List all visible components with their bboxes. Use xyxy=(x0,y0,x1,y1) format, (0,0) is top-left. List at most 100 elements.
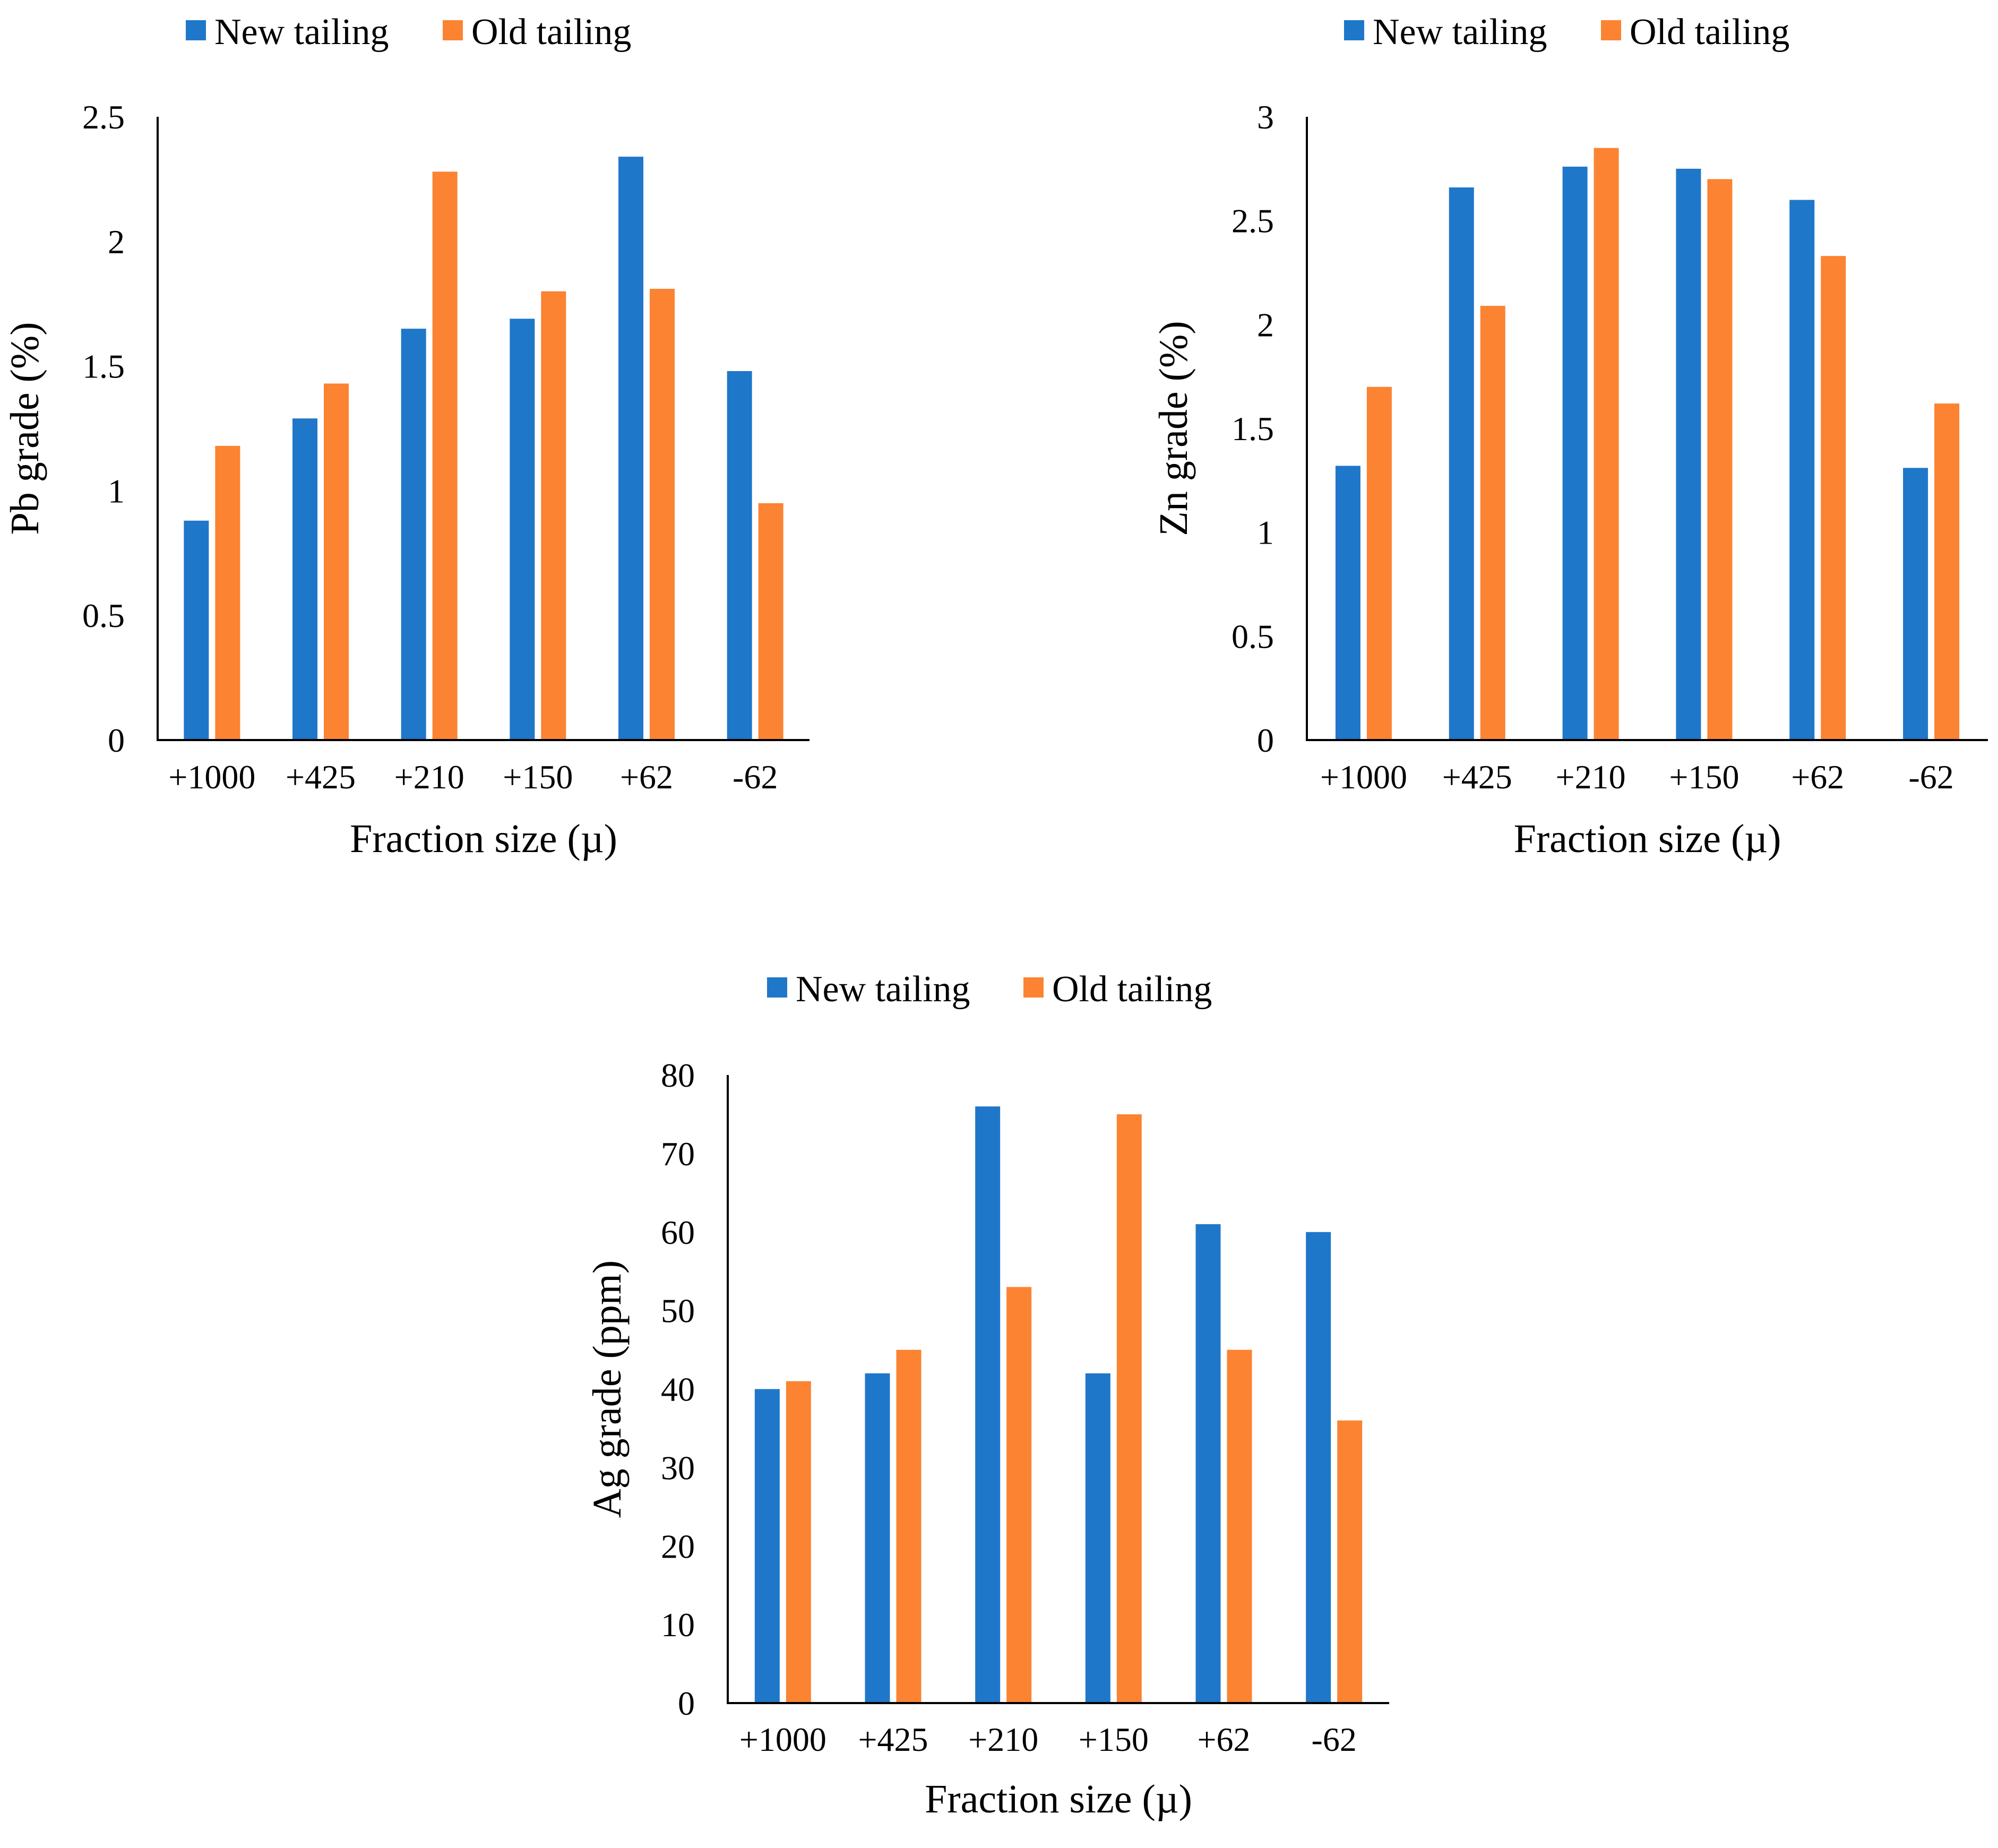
pb-bar-new-5 xyxy=(727,371,752,740)
ag-ytick-label: 60 xyxy=(661,1214,695,1251)
pb-bar-new-1 xyxy=(292,418,317,740)
ag-bar-new-4 xyxy=(1195,1224,1221,1703)
pb-x-axis-title: Fraction size (µ) xyxy=(350,816,617,861)
pb-ytick-label: 1.5 xyxy=(82,348,125,385)
ag-legend-label-new: New tailing xyxy=(796,969,970,1010)
ag-xtick-label: +425 xyxy=(858,1721,928,1758)
zn-bar-new-0 xyxy=(1335,466,1360,740)
pb-y-axis-title: Pb grade (%) xyxy=(3,322,47,535)
ag-bar-old-4 xyxy=(1227,1350,1252,1703)
ag-x-axis-title: Fraction size (µ) xyxy=(925,1777,1192,1821)
ag-ytick-label: 80 xyxy=(661,1056,695,1094)
pb-xtick-label: +1000 xyxy=(168,758,255,796)
pb-bar-old-3 xyxy=(541,291,566,740)
ag-chart: New tailing Old tailing 0 10 20 30 40 50 60 70 80 +… xyxy=(585,969,1389,1821)
ag-bar-new-2 xyxy=(975,1106,1001,1703)
ag-bar-old-0 xyxy=(786,1381,811,1703)
ag-ytick-label: 70 xyxy=(661,1135,695,1173)
ag-xtick-label: +150 xyxy=(1079,1721,1149,1758)
zn-legend-swatch-old xyxy=(1601,20,1621,40)
ag-xtick-label: +62 xyxy=(1197,1721,1250,1758)
zn-ytick-label: 0 xyxy=(1257,721,1274,759)
pb-bar-new-0 xyxy=(184,520,209,740)
ag-bar-new-1 xyxy=(865,1373,890,1703)
ag-ytick-label: 10 xyxy=(661,1606,695,1644)
ag-ytick-label: 40 xyxy=(661,1371,695,1408)
ag-ytick-label: 0 xyxy=(678,1684,695,1722)
ag-bar-new-3 xyxy=(1085,1373,1110,1703)
ag-xtick-label: -62 xyxy=(1312,1721,1357,1758)
pb-bar-new-3 xyxy=(510,319,535,740)
zn-bar-old-1 xyxy=(1480,306,1505,740)
pb-bar-old-1 xyxy=(324,383,349,740)
ag-bar-old-3 xyxy=(1116,1114,1142,1703)
zn-xtick-label: +425 xyxy=(1442,758,1512,796)
pb-bar-old-5 xyxy=(758,503,783,740)
pb-bar-old-2 xyxy=(432,171,458,740)
ag-xtick-label: +1000 xyxy=(739,1721,826,1758)
zn-xtick-label: -62 xyxy=(1908,758,1953,796)
zn-xtick-label: +210 xyxy=(1556,758,1626,796)
pb-xtick-label: +150 xyxy=(503,758,573,796)
pb-legend-swatch-new xyxy=(186,20,206,40)
zn-xtick-label: +62 xyxy=(1791,758,1844,796)
zn-bar-new-5 xyxy=(1903,468,1928,740)
zn-ytick-label: 2.5 xyxy=(1231,202,1274,240)
pb-xtick-label: -62 xyxy=(733,758,778,796)
zn-xtick-label: +1000 xyxy=(1320,758,1407,796)
zn-bar-new-1 xyxy=(1449,187,1474,740)
ag-legend-swatch-new xyxy=(767,977,787,998)
pb-ytick-label: 2.5 xyxy=(82,98,125,136)
ag-legend: New tailing Old tailing xyxy=(767,969,1212,1010)
ag-ytick-label: 20 xyxy=(661,1527,695,1565)
zn-bar-old-5 xyxy=(1934,403,1960,740)
ag-ytick-label: 50 xyxy=(661,1292,695,1330)
ag-bar-new-5 xyxy=(1306,1232,1331,1703)
ag-y-axis-title: Ag grade (ppm) xyxy=(585,1260,630,1518)
pb-xtick-label: +62 xyxy=(620,758,673,796)
ag-bar-new-0 xyxy=(754,1389,780,1703)
zn-ytick-label: 1 xyxy=(1257,514,1274,552)
pb-bar-new-2 xyxy=(401,329,426,740)
zn-x-axis-title: Fraction size (µ) xyxy=(1514,816,1781,861)
pb-xtick-label: +425 xyxy=(286,758,356,796)
zn-ytick-label: 2 xyxy=(1257,306,1274,343)
pb-legend-label-new: New tailing xyxy=(214,12,389,53)
zn-xtick-label: +150 xyxy=(1669,758,1739,796)
zn-y-axis-title: Zn grade (%) xyxy=(1151,321,1196,536)
zn-legend: New tailing Old tailing xyxy=(1344,12,1789,53)
pb-chart: New tailing Old tailing 0 0.5 1 1.5 2 2.5 +1000 +… xyxy=(3,12,809,861)
zn-bar-old-2 xyxy=(1594,148,1619,741)
pb-ytick-label: 0.5 xyxy=(82,597,125,634)
ag-legend-swatch-old xyxy=(1023,977,1044,998)
zn-bar-new-3 xyxy=(1676,168,1701,740)
ag-xtick-label: +210 xyxy=(968,1721,1038,1758)
ag-legend-label-old: Old tailing xyxy=(1052,969,1212,1010)
pb-legend-label-old: Old tailing xyxy=(471,12,631,53)
ag-ytick-label: 30 xyxy=(661,1449,695,1486)
zn-ytick-label: 0.5 xyxy=(1231,617,1274,655)
pb-legend: New tailing Old tailing xyxy=(186,12,631,53)
pb-ytick-label: 1 xyxy=(108,472,125,510)
ag-bar-old-2 xyxy=(1006,1287,1032,1703)
zn-chart: New tailing Old tailing 0 0.5 1 1.5 2 2.5 3 +1000… xyxy=(1151,12,1988,861)
zn-bar-old-3 xyxy=(1707,179,1733,740)
zn-bar-old-4 xyxy=(1821,256,1846,740)
zn-legend-label-old: Old tailing xyxy=(1630,12,1789,53)
pb-ytick-label: 0 xyxy=(108,721,125,759)
zn-ytick-label: 3 xyxy=(1257,98,1274,136)
zn-bar-new-2 xyxy=(1562,166,1588,740)
pb-bar-old-4 xyxy=(650,289,675,740)
pb-legend-swatch-old xyxy=(443,20,463,40)
zn-legend-swatch-new xyxy=(1344,20,1364,40)
zn-ytick-label: 1.5 xyxy=(1231,410,1274,448)
pb-ytick-label: 2 xyxy=(108,223,125,261)
ag-bar-old-5 xyxy=(1337,1420,1363,1703)
pb-bar-old-0 xyxy=(215,445,240,740)
zn-bar-new-4 xyxy=(1789,200,1815,740)
pb-bar-new-4 xyxy=(618,157,643,740)
pb-xtick-label: +210 xyxy=(394,758,464,796)
zn-legend-label-new: New tailing xyxy=(1373,12,1547,53)
ag-bar-old-1 xyxy=(896,1350,922,1703)
